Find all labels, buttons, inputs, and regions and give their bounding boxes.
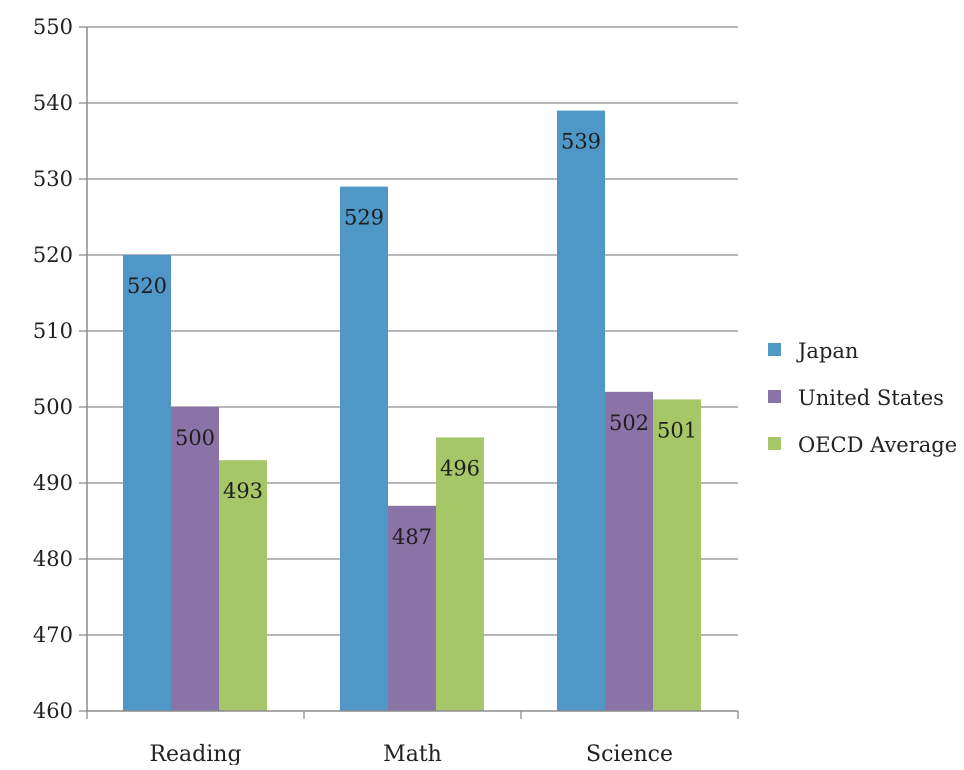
- data-label: 500: [175, 426, 215, 450]
- y-tick-label: 490: [33, 471, 73, 495]
- y-tick-label: 480: [33, 547, 73, 571]
- data-label: 520: [127, 274, 167, 298]
- y-tick-label: 550: [33, 15, 73, 39]
- legend-swatch: [768, 343, 781, 356]
- bar: [123, 255, 171, 711]
- legend-label: Japan: [796, 339, 858, 363]
- y-tick-label: 510: [33, 319, 73, 343]
- bar: [557, 110, 605, 712]
- data-label: 502: [609, 411, 649, 435]
- bars: [123, 110, 701, 712]
- data-label: 501: [657, 418, 697, 442]
- y-tick-label: 470: [33, 623, 73, 647]
- data-label: 493: [223, 479, 263, 503]
- x-tick-label: Math: [383, 742, 442, 765]
- legend-swatch: [768, 437, 781, 450]
- data-label: 487: [392, 525, 432, 549]
- data-label: 496: [440, 456, 480, 480]
- bar: [340, 186, 388, 712]
- y-tick-label: 520: [33, 243, 73, 267]
- legend: Japan United States OECD Average: [768, 339, 957, 457]
- data-labels: 520 500 493 529 487 496 539 502 501: [127, 130, 697, 549]
- bar: [653, 399, 701, 711]
- bar: [436, 437, 484, 711]
- axes: 460 470 480 490 500 510 520 530 540 550 Reading Mat…: [33, 15, 739, 767]
- data-label: 529: [344, 206, 384, 230]
- y-tick-label: 540: [33, 91, 73, 115]
- bar: [219, 460, 267, 711]
- y-tick-label: 460: [33, 699, 73, 723]
- legend-label: United States: [798, 386, 944, 410]
- x-tick-label: Reading: [149, 742, 241, 765]
- bar: [388, 505, 436, 711]
- bar: [171, 407, 219, 711]
- y-tick-label: 530: [33, 167, 73, 191]
- data-label: 539: [561, 130, 601, 154]
- x-tick-label: Science: [586, 742, 673, 765]
- y-tick-label: 500: [33, 395, 73, 419]
- legend-label: OECD Average: [798, 433, 957, 457]
- legend-swatch: [768, 390, 781, 403]
- bar: [605, 391, 653, 711]
